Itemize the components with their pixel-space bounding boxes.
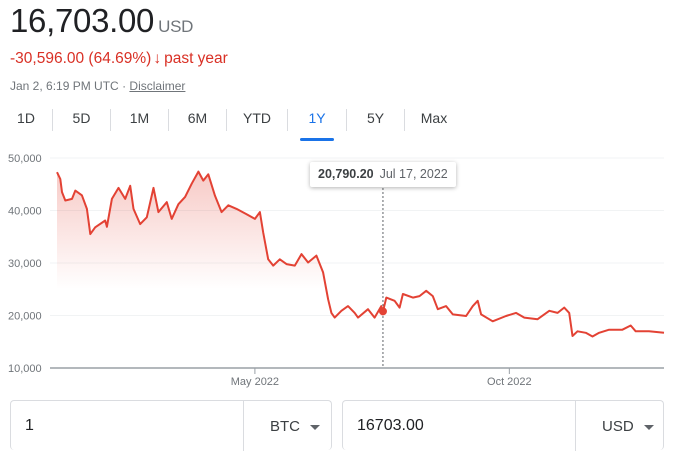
to-currency-field: 16703.00 USD [342, 400, 665, 451]
divider [404, 109, 405, 131]
y-tick-label: 10,000 [8, 363, 42, 375]
tab-1d[interactable]: 1D [17, 110, 35, 126]
tab-6m[interactable]: 6M [187, 110, 208, 126]
tab-1m[interactable]: 1M [129, 110, 150, 126]
hover-point [378, 307, 387, 316]
timestamp-line: Jan 2, 6:19 PM UTC · Disclaimer [10, 79, 185, 93]
tab-5d[interactable]: 5D [72, 110, 91, 126]
dropdown-caret-icon [643, 424, 654, 430]
to-amount-input[interactable]: 16703.00 [357, 417, 424, 434]
divider [52, 109, 53, 131]
to-currency-select[interactable]: USD [575, 401, 665, 451]
x-tick-label: May 2022 [231, 376, 279, 388]
x-tick-label: Oct 2022 [487, 376, 532, 388]
price-line [56, 170, 665, 338]
current-price: 16,703.00 USD [10, 2, 193, 40]
arrow-down-icon: ↓ [153, 50, 162, 67]
tab-1y[interactable]: 1Y [288, 106, 346, 134]
change-value: -30,596.00 (64.69%) [10, 50, 152, 67]
tab-5y[interactable]: 5Y [366, 110, 385, 126]
dropdown-caret-icon [310, 424, 320, 430]
timestamp: Jan 2, 6:19 PM UTC [10, 79, 119, 93]
from-currency-label: BTC [270, 418, 300, 435]
divider [226, 109, 227, 131]
price-value: 16,703.00 [10, 2, 155, 39]
separator: · [122, 79, 127, 93]
from-currency-field: 1 BTC [10, 400, 333, 451]
y-tick-label: 30,000 [8, 258, 42, 270]
y-tick-label: 40,000 [8, 206, 42, 218]
divider [346, 109, 347, 131]
price-chart[interactable]: 50,000 40,000 30,000 20,000 10,000 May 2022 O… [0, 0, 699, 400]
from-currency-select[interactable]: BTC [243, 401, 333, 451]
price-currency: USD [158, 17, 194, 36]
price-change: -30,596.00 (64.69%) ↓ past year [10, 50, 228, 68]
disclaimer-link[interactable]: Disclaimer [129, 79, 186, 93]
price-area-fill [57, 171, 664, 368]
divider [110, 109, 111, 131]
y-tick-label: 20,000 [8, 311, 42, 323]
tab-ytd[interactable]: YTD [243, 110, 271, 126]
tooltip-date: Jul 17, 2022 [379, 167, 448, 181]
to-currency-label: USD [602, 418, 634, 435]
divider [168, 109, 169, 131]
y-tick-label: 50,000 [8, 153, 42, 165]
chart-tooltip: 20,790.20 Jul 17, 2022 [310, 162, 456, 187]
from-amount-input[interactable]: 1 [25, 417, 34, 434]
change-period: past year [164, 50, 228, 67]
tooltip-value: 20,790.20 [318, 167, 374, 181]
range-tabs: 1D 5D 1M 6M YTD 1Y 5Y Max [0, 106, 463, 134]
tab-max[interactable]: Max [420, 110, 448, 126]
